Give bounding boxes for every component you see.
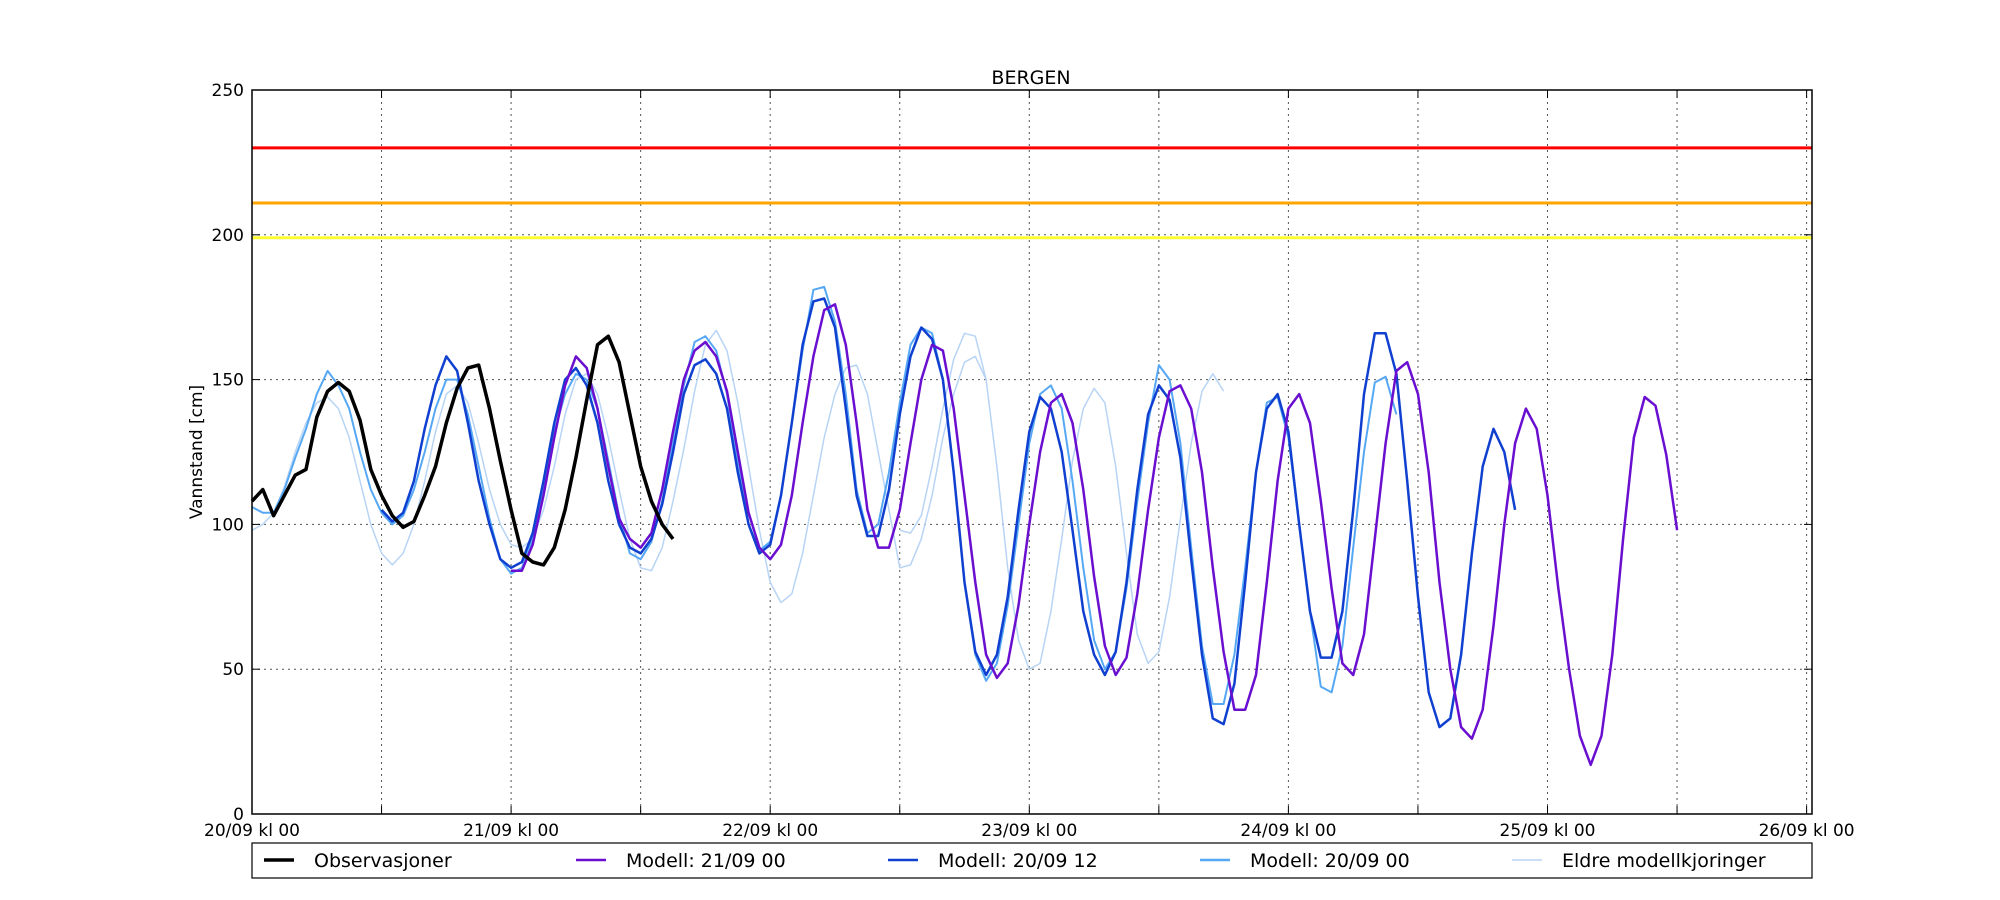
legend-frame bbox=[251, 842, 1813, 879]
x-tick-label: 21/09 kl 00 bbox=[463, 821, 559, 841]
y-axis-label: Vannstand [cm] bbox=[187, 385, 207, 519]
x-tick-label: 24/09 kl 00 bbox=[1240, 821, 1336, 841]
series-lines bbox=[250, 285, 1679, 767]
threshold-lines bbox=[252, 146, 1812, 240]
y-tick-label: 250 bbox=[212, 81, 244, 101]
chart-title: BERGEN bbox=[991, 67, 1070, 89]
legend: Observasjoner Modell: 21/09 00 Modell: 20/… bbox=[251, 842, 1813, 879]
x-tick-label: 22/09 kl 00 bbox=[722, 821, 818, 841]
series-line bbox=[380, 297, 1517, 729]
legend-label: Modell: 20/09 12 bbox=[938, 850, 1098, 872]
legend-label: Modell: 20/09 00 bbox=[1250, 850, 1410, 872]
series-line bbox=[899, 332, 1225, 670]
x-tick-label: 20/09 kl 00 bbox=[204, 821, 300, 841]
y-tick-label: 50 bbox=[222, 660, 244, 680]
series-line bbox=[251, 329, 987, 604]
series-line bbox=[251, 285, 1398, 705]
x-tick-label: 23/09 kl 00 bbox=[981, 821, 1077, 841]
x-axis: 20/09 kl 00 21/09 kl 00 22/09 kl 00 23/09 k… bbox=[204, 90, 1855, 841]
series-line bbox=[511, 303, 1679, 767]
legend-label: Eldre modellkjoringer bbox=[1562, 850, 1766, 872]
y-tick-label: 0 bbox=[233, 805, 244, 825]
y-axis: 0 50 100 150 200 250 bbox=[212, 81, 1812, 825]
grid-lines bbox=[252, 90, 1812, 814]
legend-label: Observasjoner bbox=[314, 850, 452, 872]
plot-frame bbox=[251, 89, 1813, 815]
x-tick-label: 26/09 kl 00 bbox=[1759, 821, 1855, 841]
series-line bbox=[250, 334, 675, 567]
x-tick-label: 25/09 kl 00 bbox=[1500, 821, 1596, 841]
y-tick-label: 100 bbox=[212, 515, 244, 535]
legend-label: Modell: 21/09 00 bbox=[626, 850, 786, 872]
y-tick-label: 200 bbox=[212, 226, 244, 246]
y-tick-label: 150 bbox=[212, 371, 244, 391]
